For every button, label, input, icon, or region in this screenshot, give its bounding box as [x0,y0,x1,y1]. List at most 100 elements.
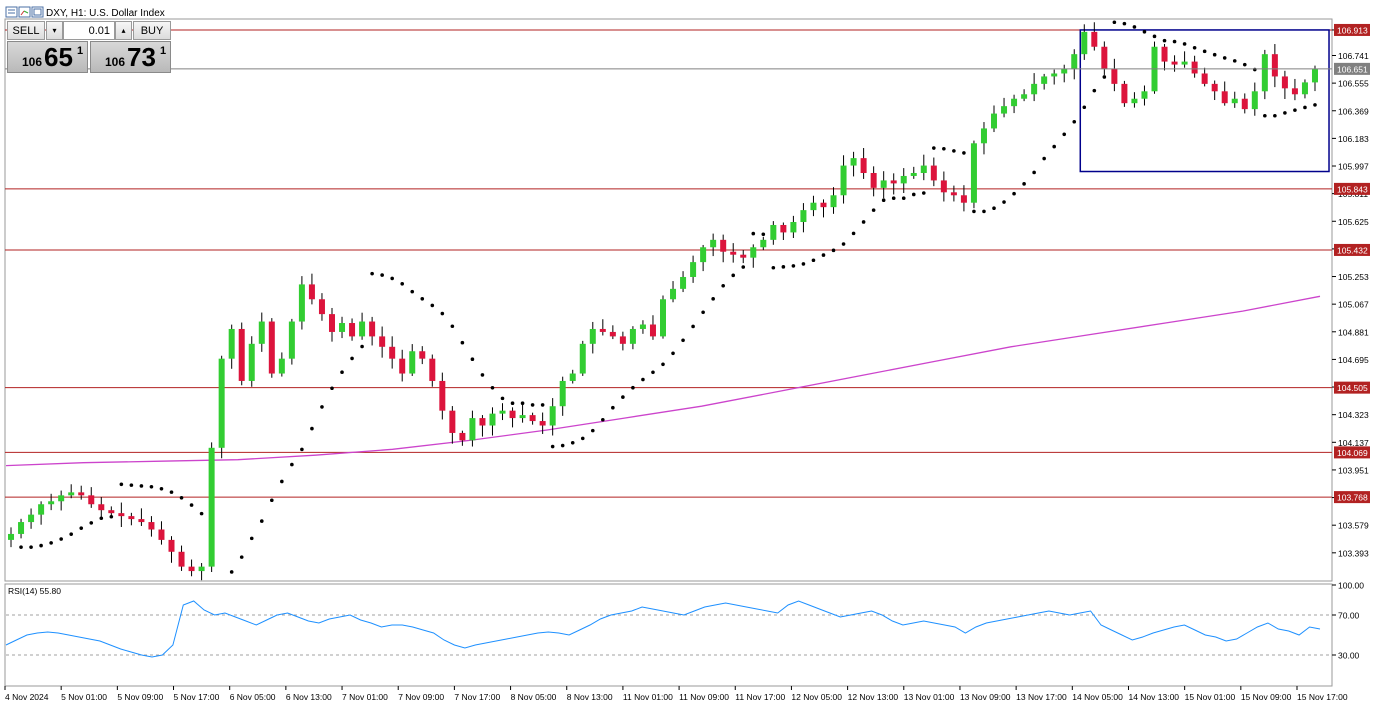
candle [980,122,987,155]
y-tick-label: 103.579 [1338,521,1369,531]
rsi-y-tick-label: 70.00 [1338,611,1360,621]
lot-size-input[interactable]: 0.01 [63,21,115,40]
candle [409,344,416,376]
candle-body [128,516,135,520]
candle-body [138,519,145,523]
candle-body [168,539,175,552]
candle-body [960,195,967,203]
sar-dot [811,258,816,263]
candle-body [529,415,536,422]
window-menu-icon[interactable] [5,6,18,18]
candle-body [639,324,646,329]
rsi-y-tick-label: 30.00 [1338,651,1360,661]
sar-dot [129,483,134,487]
sar-dot [942,146,946,151]
candle-body [900,175,907,184]
candle [68,484,75,499]
y-tick-label: 104.881 [1338,327,1369,337]
candle-body [740,254,747,258]
main-pane-frame [4,18,1333,582]
sar-dot [29,545,33,549]
buy-price-box[interactable]: 106 73 1 [90,41,171,73]
sar-dot [1162,38,1167,43]
sar-dot [1112,20,1117,25]
candle [559,376,566,416]
candle [399,349,406,382]
sar-dot [932,146,936,150]
candle-body [750,247,757,258]
candle [178,545,185,571]
candle [870,166,877,197]
x-tick-label: 15 Nov 01:00 [1185,692,1236,702]
candle-body [810,202,817,211]
candle [1151,41,1158,94]
sar-dot [1072,119,1077,124]
level-price-tag [1334,381,1370,394]
candle [800,203,807,233]
sell-button[interactable]: SELL [7,21,45,40]
candle-body [228,328,235,359]
candle [1141,85,1148,106]
sar-dot [1012,191,1016,196]
sar-dot [580,436,585,441]
candle [910,166,917,179]
buy-button[interactable]: BUY [133,21,171,40]
candle [288,318,295,365]
rsi-pane-frame [4,583,1333,687]
window-restore-icon[interactable] [31,6,44,18]
consolidation-box[interactable] [1079,29,1330,173]
sar-dot [1303,105,1307,110]
candle [1021,89,1028,102]
sar-dot [1263,113,1267,118]
candle [228,324,235,369]
sell-price-box[interactable]: 106 65 1 [7,41,88,73]
candle [1031,73,1038,102]
sar-dot [1232,59,1237,63]
candle [700,244,707,272]
candle-body [860,158,867,173]
candle-body [499,410,506,414]
y-tick-label: 106.741 [1338,51,1369,61]
candle-body [318,299,325,315]
candle-body [489,413,496,426]
lot-increase-button[interactable]: ▴ [115,21,132,40]
sar-dot [871,208,876,212]
candle-body [238,328,245,381]
candle [670,281,677,303]
candle [1311,65,1318,92]
candle-body [218,358,225,448]
lot-decrease-button[interactable]: ▾ [46,21,63,40]
sar-dot [570,441,575,445]
candle [1061,64,1068,83]
sar-dot [109,514,114,519]
candle [389,336,396,369]
candle [1041,73,1048,90]
candle-body [760,239,767,248]
candle-body [1241,98,1248,110]
sar-dot [1222,56,1227,60]
candle-body [68,492,75,496]
window-chart-icon[interactable] [18,6,31,18]
sar-dot [651,370,655,375]
sar-dot [881,198,886,202]
x-tick-label: 13 Nov 09:00 [960,692,1011,702]
candle [318,293,325,321]
candle-body [369,321,376,337]
sar-dot [661,362,665,367]
candle-body [1141,91,1148,99]
candle-body [1001,106,1008,114]
level-price-tag [1334,446,1370,459]
candle [930,157,937,187]
candle [619,331,626,351]
candle [8,527,15,548]
candle-body [830,195,837,208]
sar-dot [1122,21,1127,26]
candle [128,512,135,526]
sell-price-big: 65 [44,42,73,72]
candle-body [1231,98,1238,104]
y-tick-label: 103.951 [1338,465,1369,475]
sar-dot [360,344,364,349]
candle [609,325,616,340]
candle-body [248,343,255,381]
